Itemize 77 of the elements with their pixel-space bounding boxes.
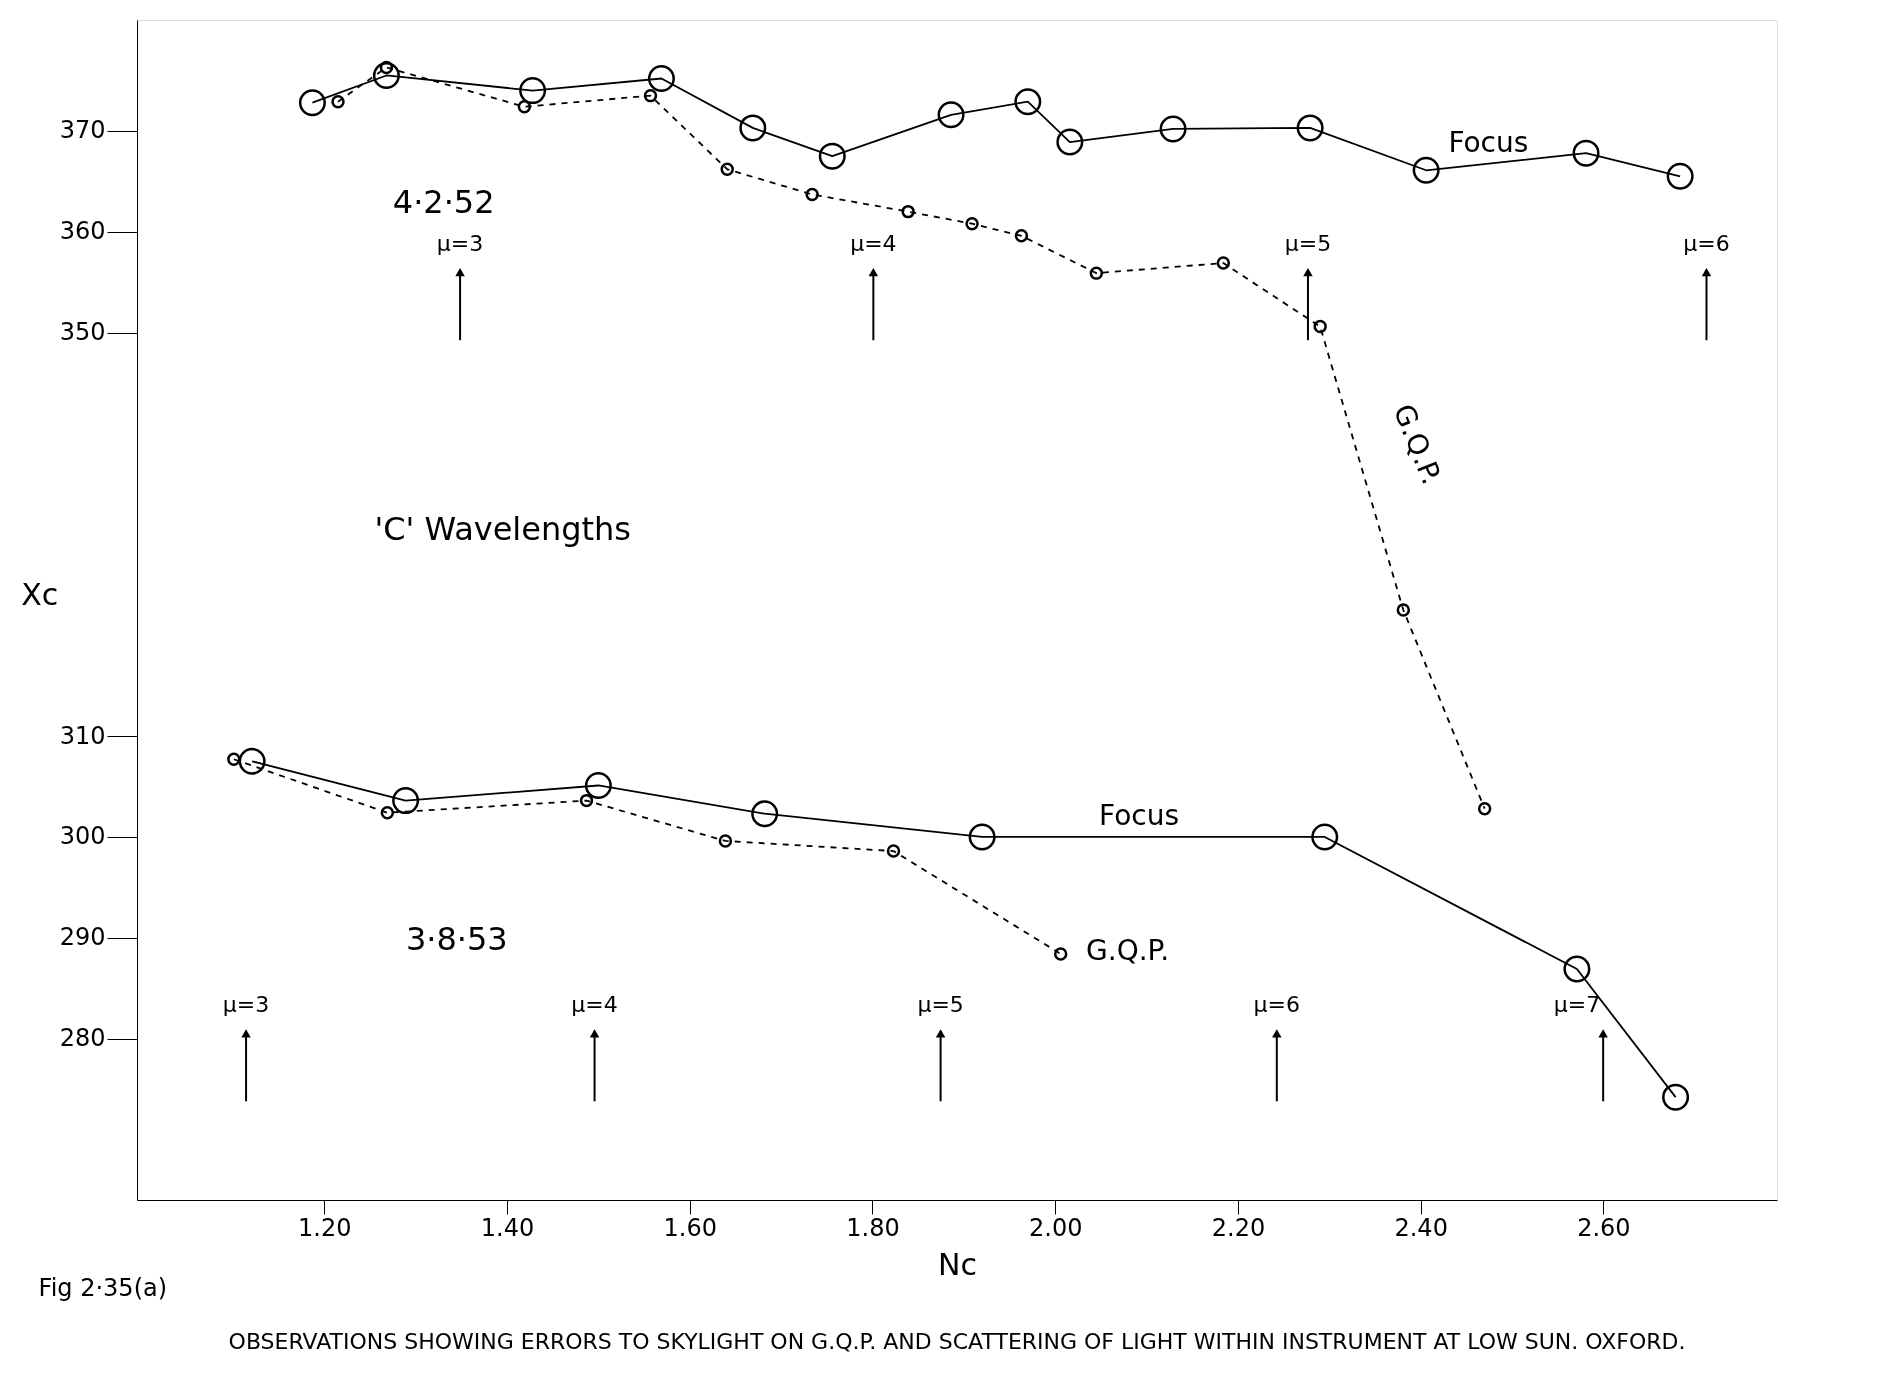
point bbox=[379, 60, 394, 75]
y-tick-label: 370 bbox=[59, 116, 106, 145]
x-tick-label: 1.60 bbox=[663, 1213, 717, 1242]
annotation: μ=6 bbox=[1683, 231, 1730, 257]
point bbox=[1396, 603, 1411, 617]
point bbox=[579, 793, 594, 808]
annotation: Focus bbox=[1448, 125, 1529, 159]
annotation: μ=6 bbox=[1253, 992, 1301, 1018]
y-tick-label: 310 bbox=[59, 721, 106, 750]
y-tick-label: 360 bbox=[59, 217, 106, 246]
point bbox=[718, 834, 733, 848]
x-tick-label: 1.80 bbox=[846, 1213, 900, 1242]
y-tick-label: 290 bbox=[59, 923, 106, 952]
x-tick-label: 2.60 bbox=[1577, 1213, 1631, 1242]
point bbox=[1572, 139, 1600, 167]
y-axis-title: Xc bbox=[21, 576, 59, 612]
annotation: μ=4 bbox=[850, 231, 897, 257]
point bbox=[519, 77, 547, 105]
point bbox=[1014, 229, 1029, 243]
point bbox=[1563, 955, 1591, 983]
point bbox=[1313, 319, 1327, 334]
annotation: μ=3 bbox=[436, 231, 484, 257]
x-tick-label: 1.40 bbox=[480, 1213, 535, 1242]
text: OBSERVATIONS SHOWING ERRORS TO SKYLIGHT ON G.Q.P. AND SCATTERING OF LIGHT WITHIN INSTRUMENT AT LOW SUN. OXFORD. bbox=[228, 1328, 1686, 1354]
x-tick-label: 2.20 bbox=[1211, 1213, 1266, 1242]
point bbox=[517, 100, 532, 114]
point bbox=[818, 142, 846, 170]
point bbox=[1666, 162, 1694, 190]
point bbox=[901, 204, 915, 219]
point bbox=[392, 787, 420, 815]
annotation: μ=4 bbox=[571, 992, 618, 1018]
point bbox=[643, 88, 658, 103]
point bbox=[805, 187, 819, 202]
annotation: μ=7 bbox=[1553, 992, 1601, 1018]
x-tick-label: 2.00 bbox=[1029, 1213, 1083, 1242]
point bbox=[1412, 156, 1440, 184]
point bbox=[968, 823, 996, 851]
point bbox=[1056, 128, 1084, 156]
annotation: μ=5 bbox=[1284, 231, 1332, 257]
caption: Fig 2·35(a) bbox=[38, 1273, 168, 1302]
annotation: G.Q.P. bbox=[1386, 399, 1449, 489]
point bbox=[238, 747, 266, 775]
x-tick-label: 1.20 bbox=[298, 1213, 352, 1242]
annotation: 'C' Wavelengths bbox=[374, 509, 632, 548]
x-axis-title: Nc bbox=[938, 1246, 977, 1282]
annotation: 3·8·53 bbox=[405, 920, 508, 959]
annotation: G.Q.P. bbox=[1086, 934, 1170, 968]
point bbox=[751, 800, 779, 828]
annotation: 4·2·52 bbox=[392, 182, 495, 221]
point bbox=[937, 101, 965, 129]
point bbox=[1311, 823, 1339, 851]
point bbox=[1053, 947, 1068, 961]
point bbox=[739, 114, 767, 142]
point bbox=[372, 62, 400, 89]
point bbox=[1089, 266, 1104, 280]
annotation: Focus bbox=[1099, 798, 1180, 832]
annotation: μ=5 bbox=[917, 992, 964, 1018]
point bbox=[380, 806, 395, 820]
point bbox=[227, 752, 241, 766]
point bbox=[720, 162, 734, 176]
x-tick-label: 2.40 bbox=[1394, 1213, 1448, 1242]
point bbox=[1014, 88, 1042, 116]
y-tick-label: 280 bbox=[59, 1024, 106, 1053]
annotation: μ=3 bbox=[222, 992, 270, 1018]
point bbox=[331, 94, 345, 109]
point bbox=[647, 65, 675, 92]
point bbox=[1159, 115, 1187, 143]
y-tick-label: 300 bbox=[59, 822, 106, 851]
point bbox=[1477, 801, 1492, 816]
y-tick-label: 350 bbox=[59, 318, 106, 347]
point bbox=[1662, 1083, 1690, 1111]
point bbox=[886, 844, 901, 858]
point bbox=[298, 89, 326, 117]
point bbox=[1296, 114, 1324, 142]
point bbox=[965, 217, 979, 231]
point bbox=[1216, 256, 1231, 270]
point bbox=[584, 772, 612, 799]
